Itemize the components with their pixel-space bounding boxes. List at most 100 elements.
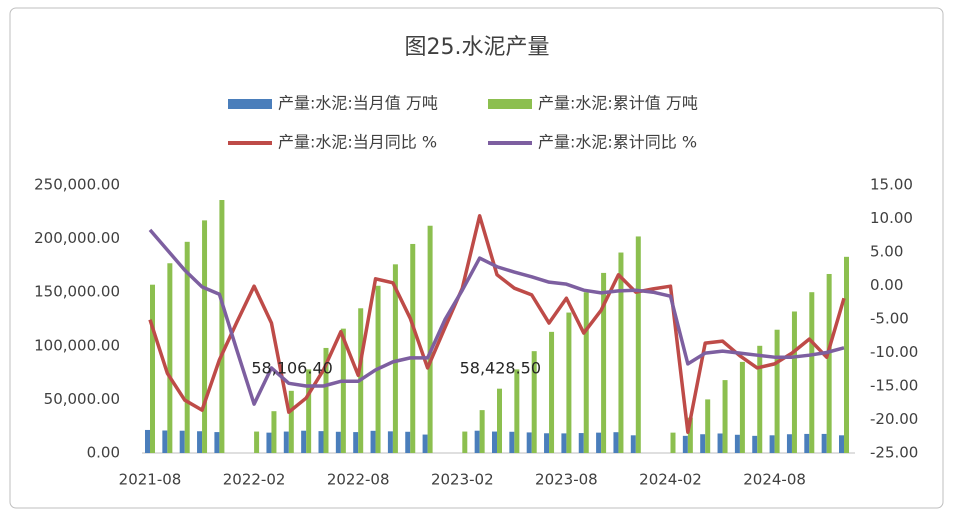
bar (717, 433, 723, 453)
bar (514, 369, 520, 453)
chart-border (9, 7, 944, 509)
bar (809, 292, 815, 453)
bar (387, 431, 393, 453)
bar (323, 347, 329, 453)
y-tick-label: 50,000.00 (44, 390, 120, 408)
bar (167, 263, 173, 453)
y2-tick-label: 0.00 (870, 276, 903, 294)
bar (839, 435, 844, 453)
bar (739, 361, 745, 453)
line-series (148, 214, 846, 434)
bar (392, 264, 398, 453)
bar (288, 390, 294, 453)
bar (318, 431, 324, 453)
legend-swatch (488, 99, 532, 109)
x-tick-label: 2024-02 (639, 471, 702, 489)
legend-label: 产量:水泥:当月值 万吨 (278, 94, 438, 113)
bar (462, 431, 468, 453)
bar (335, 431, 341, 453)
bar (283, 431, 289, 453)
legend-label: 产量:水泥:累计同比 % (538, 133, 697, 152)
x-tick-label: 2021-08 (119, 471, 182, 489)
bar (197, 431, 203, 453)
bar (353, 432, 359, 453)
bar (479, 410, 485, 453)
bar (145, 429, 150, 453)
bar (578, 433, 584, 453)
bar (531, 351, 537, 453)
y2-tick-label: -5.00 (870, 310, 909, 328)
y-tick-label: 250,000.00 (34, 176, 120, 194)
bar (601, 272, 607, 453)
annotation: 58,428.50 (460, 359, 541, 378)
bar (184, 241, 190, 453)
line-series (148, 228, 845, 406)
legend-swatch (228, 99, 272, 109)
bar (301, 430, 307, 453)
bar (549, 331, 555, 453)
bar (722, 380, 728, 453)
bar (682, 435, 688, 453)
bar (826, 273, 832, 453)
bar (618, 252, 624, 453)
bar (769, 435, 775, 453)
bar (821, 433, 827, 453)
bar (271, 411, 277, 453)
bar (566, 312, 572, 453)
bar (162, 430, 168, 453)
bar (613, 432, 619, 453)
bar (150, 284, 155, 453)
bar (266, 432, 272, 453)
annotation: 58,106.40 (251, 359, 332, 378)
bar (306, 369, 312, 453)
y-tick-label: 200,000.00 (34, 229, 120, 247)
bar (705, 399, 711, 453)
x-tick-label: 2023-02 (431, 471, 494, 489)
bar (509, 431, 515, 453)
y-tick-label: 150,000.00 (34, 283, 120, 301)
bar (544, 433, 550, 453)
legend-label: 产量:水泥:当月同比 % (278, 133, 437, 152)
bar (687, 417, 693, 453)
bar (752, 435, 758, 453)
y2-tick-label: -20.00 (870, 410, 918, 428)
legend-label: 产量:水泥:累计值 万吨 (538, 94, 698, 113)
bar (791, 311, 797, 453)
bar (410, 243, 416, 453)
bar (635, 236, 641, 453)
bar (844, 256, 849, 453)
bar (202, 220, 208, 453)
bar (561, 433, 567, 453)
y2-tick-label: -10.00 (870, 343, 918, 361)
x-tick-label: 2022-08 (327, 471, 390, 489)
y2-tick-label: 10.00 (870, 209, 913, 227)
y2-tick-label: 5.00 (870, 243, 903, 261)
bar (497, 388, 502, 453)
bar (422, 434, 428, 453)
x-tick-label: 2023-08 (535, 471, 598, 489)
bar (670, 432, 676, 453)
chart-title: 图25.水泥产量 (405, 35, 550, 60)
bar (734, 434, 740, 453)
bar (219, 200, 225, 453)
y2-tick-label: 15.00 (870, 176, 913, 194)
bar (427, 225, 433, 453)
bar (526, 432, 532, 453)
bar (370, 430, 376, 453)
y2-tick-label: -25.00 (870, 444, 918, 462)
bar (596, 432, 602, 453)
bar (804, 433, 810, 453)
bar (583, 292, 589, 453)
bar (492, 431, 497, 453)
bar (254, 431, 260, 453)
bar (630, 435, 636, 453)
bar (340, 328, 346, 453)
bar (774, 329, 780, 453)
bar (474, 430, 480, 453)
y2-tick-label: -15.00 (870, 377, 918, 395)
bar (405, 431, 411, 453)
y-tick-label: 100,000.00 (34, 336, 120, 354)
x-tick-label: 2024-08 (743, 471, 806, 489)
